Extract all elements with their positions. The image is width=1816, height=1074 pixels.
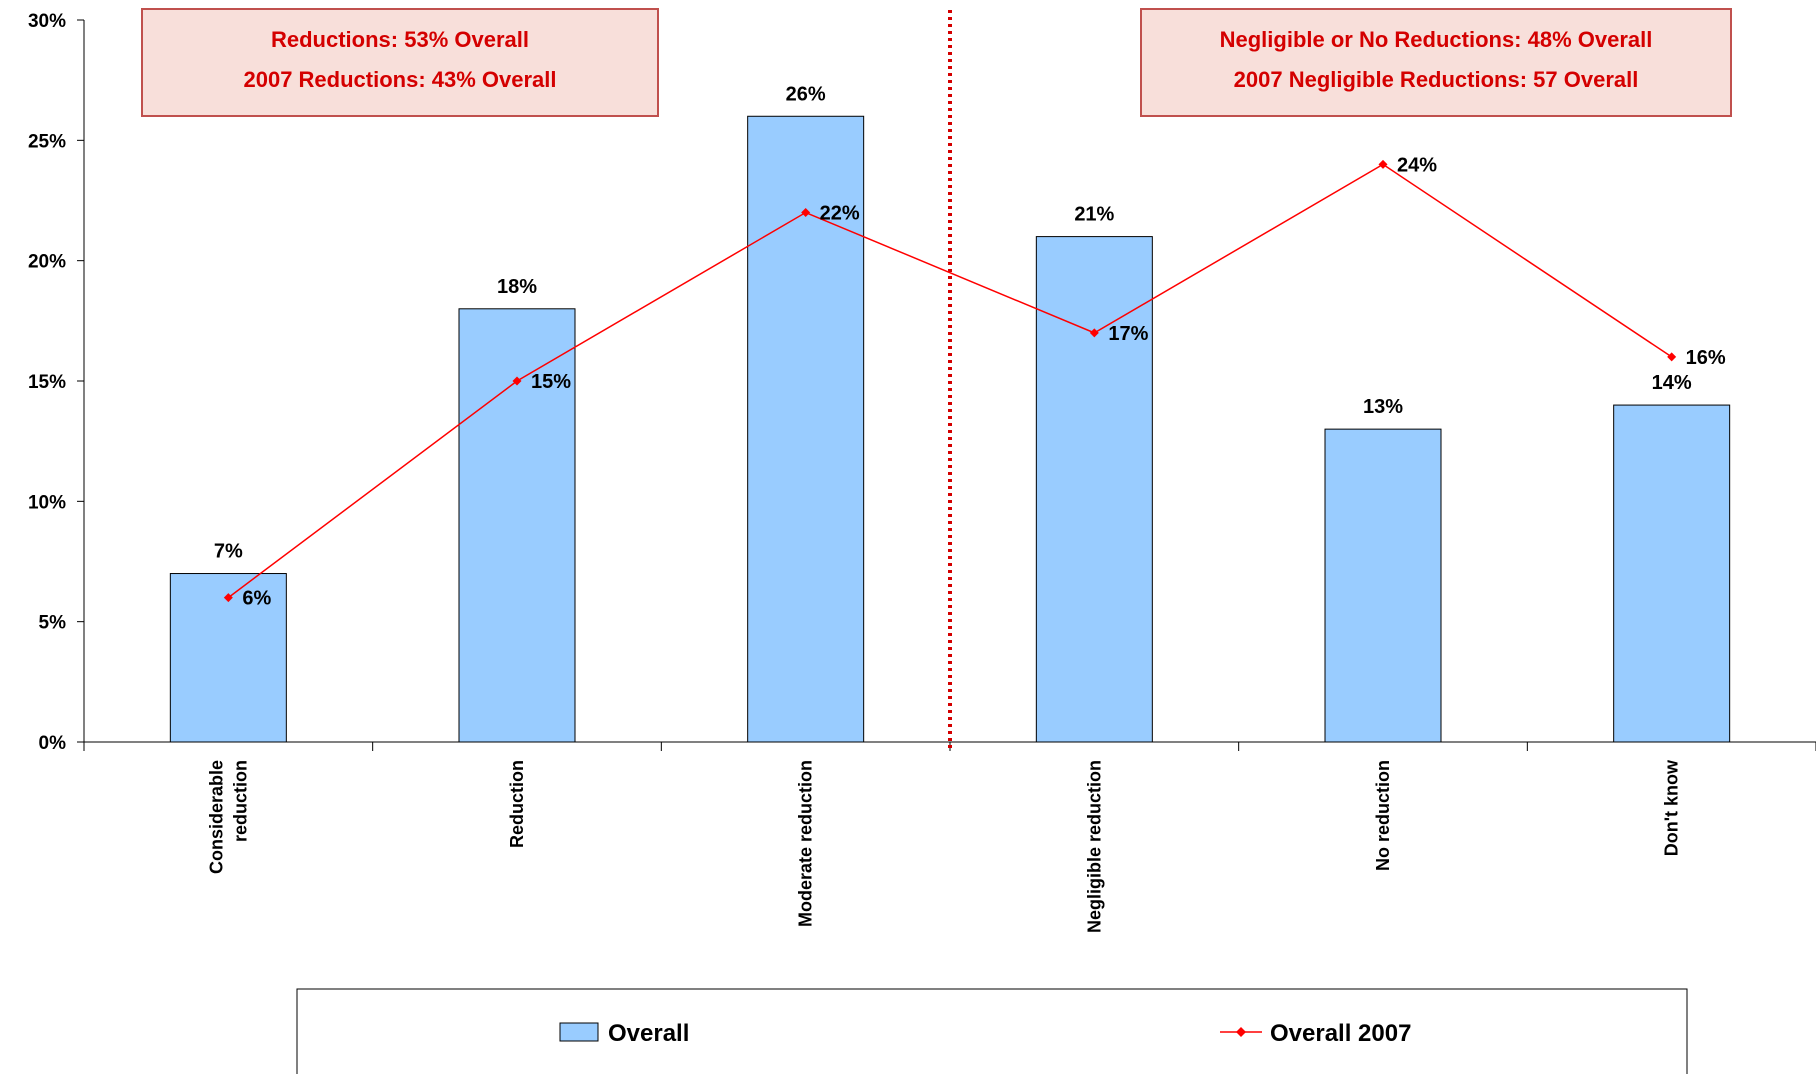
y-tick-label: 25% <box>28 131 66 152</box>
x-tick-label: Considerable <box>206 760 226 874</box>
y-tick-label: 15% <box>28 372 66 393</box>
bar-data-label: 26% <box>786 83 826 105</box>
annotation-text: 2007 Reductions: 43% Overall <box>243 67 556 92</box>
line-data-label: 22% <box>820 203 860 225</box>
annotations: Reductions: 53% Overall 2007 Reductions: … <box>141 8 1732 117</box>
x-tick-label: Reduction <box>507 760 527 848</box>
annotation-box <box>141 8 659 117</box>
x-tick-label: No reduction <box>1373 760 1393 871</box>
bar <box>1324 428 1442 743</box>
line-data-label: 17% <box>1108 323 1148 345</box>
legend-box <box>296 988 1688 1074</box>
x-axis: Considerable reduction Reduction Moderate r… <box>83 741 1816 933</box>
y-axis: 0% 5% 10% 15% 20% 25% 30% <box>28 11 85 754</box>
x-tick-label: Moderate reduction <box>796 760 816 927</box>
legend-label: Overall <box>608 1020 689 1047</box>
line-point <box>801 208 811 218</box>
line-point <box>1089 328 1099 338</box>
line-data-label: 16% <box>1686 347 1726 369</box>
line-data-label: 24% <box>1397 154 1437 176</box>
x-tick-label: Negligible reduction <box>1084 760 1104 933</box>
line-point <box>1378 159 1388 169</box>
bars: 7% 18% 26% 21% 13% 14% <box>169 83 1731 743</box>
bar <box>1035 236 1153 743</box>
y-tick-label: 10% <box>28 492 66 513</box>
legend-swatch-marker <box>1236 1027 1246 1037</box>
bar-data-label: 21% <box>1074 204 1114 226</box>
annotation-text: Negligible or No Reductions: 48% Overall <box>1220 27 1653 52</box>
line-series-path <box>227 163 1673 599</box>
y-tick-label: 20% <box>28 252 66 273</box>
line-data-label: 6% <box>242 588 271 610</box>
line-series: 6% 15% 22% 17% 24% 16% <box>223 154 1726 610</box>
annotation-text: 2007 Negligible Reductions: 57 Overall <box>1234 67 1639 92</box>
legend: Overall Overall 2007 <box>296 988 1688 1074</box>
x-tick-label: reduction <box>230 760 250 842</box>
bar-data-label: 14% <box>1652 372 1692 394</box>
legend-swatch-bar <box>559 1022 599 1042</box>
bar-data-label: 18% <box>497 276 537 298</box>
line-point <box>1667 352 1677 362</box>
bar-data-label: 13% <box>1363 396 1403 418</box>
x-tick-label: Don't know <box>1662 759 1682 856</box>
bar <box>747 115 865 743</box>
line-data-label: 15% <box>531 371 571 393</box>
bar <box>1613 404 1731 743</box>
line-point <box>512 376 522 386</box>
bar-data-label: 7% <box>214 541 243 563</box>
annotation-text: Reductions: 53% Overall <box>271 27 529 52</box>
annotation-box <box>1140 8 1732 117</box>
y-tick-label: 5% <box>39 613 67 634</box>
legend-label: Overall 2007 <box>1270 1020 1411 1047</box>
y-tick-label: 0% <box>39 733 67 754</box>
line-point <box>223 593 233 603</box>
y-tick-label: 30% <box>28 11 66 32</box>
